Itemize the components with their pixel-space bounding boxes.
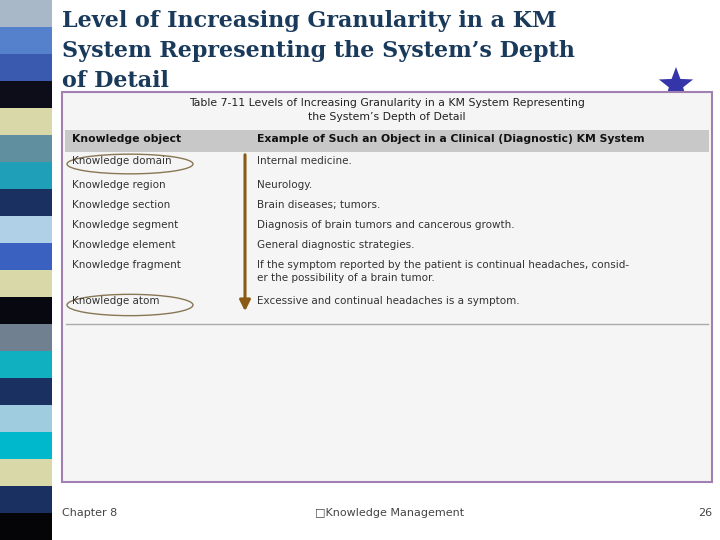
- Text: Excessive and continual headaches is a symptom.: Excessive and continual headaches is a s…: [257, 296, 520, 306]
- Bar: [0, 0, 52, 27]
- Bar: [62, 92, 712, 482]
- Bar: [0, 324, 52, 351]
- Text: □Knowledge Management: □Knowledge Management: [315, 508, 464, 518]
- Text: If the symptom reported by the patient is continual headaches, consid-
er the po: If the symptom reported by the patient i…: [257, 260, 629, 283]
- Text: Level of Increasing Granularity in a KM: Level of Increasing Granularity in a KM: [62, 10, 557, 32]
- Bar: [0, 270, 52, 297]
- Bar: [0, 378, 52, 405]
- Text: General diagnostic strategies.: General diagnostic strategies.: [257, 240, 415, 250]
- Text: Knowledge atom: Knowledge atom: [72, 296, 160, 306]
- Text: System Representing the System’s Depth: System Representing the System’s Depth: [62, 40, 575, 62]
- Bar: [0, 81, 52, 108]
- Bar: [0, 54, 52, 81]
- Text: Chapter 8: Chapter 8: [62, 508, 117, 518]
- Bar: [0, 405, 52, 432]
- Bar: [0, 432, 52, 459]
- Bar: [0, 351, 52, 378]
- Bar: [0, 27, 52, 54]
- Text: Knowledge element: Knowledge element: [72, 240, 176, 250]
- Polygon shape: [659, 67, 693, 99]
- Bar: [65, 130, 709, 152]
- Bar: [0, 108, 52, 135]
- Text: 26: 26: [698, 508, 712, 518]
- Text: the System’s Depth of Detail: the System’s Depth of Detail: [308, 112, 466, 122]
- Bar: [0, 297, 52, 324]
- Bar: [0, 486, 52, 513]
- Bar: [0, 459, 52, 486]
- Text: Neurology.: Neurology.: [257, 180, 312, 190]
- Text: of Detail: of Detail: [62, 70, 169, 92]
- Text: Knowledge fragment: Knowledge fragment: [72, 260, 181, 270]
- Text: Knowledge domain: Knowledge domain: [72, 156, 171, 166]
- Bar: [0, 135, 52, 162]
- Text: Knowledge region: Knowledge region: [72, 180, 166, 190]
- Bar: [0, 216, 52, 243]
- Text: Knowledge segment: Knowledge segment: [72, 220, 179, 230]
- Text: Internal medicine.: Internal medicine.: [257, 156, 352, 166]
- Text: Diagnosis of brain tumors and cancerous growth.: Diagnosis of brain tumors and cancerous …: [257, 220, 515, 230]
- Text: Knowledge object: Knowledge object: [72, 134, 181, 144]
- Text: Knowledge section: Knowledge section: [72, 200, 170, 210]
- Bar: [0, 189, 52, 216]
- Bar: [0, 243, 52, 270]
- Bar: [0, 513, 52, 540]
- Text: Table 7-11 Levels of Increasing Granularity in a KM System Representing: Table 7-11 Levels of Increasing Granular…: [189, 98, 585, 108]
- Bar: [0, 162, 52, 189]
- Text: Brain diseases; tumors.: Brain diseases; tumors.: [257, 200, 380, 210]
- Text: Example of Such an Object in a Clinical (Diagnostic) KM System: Example of Such an Object in a Clinical …: [257, 134, 644, 144]
